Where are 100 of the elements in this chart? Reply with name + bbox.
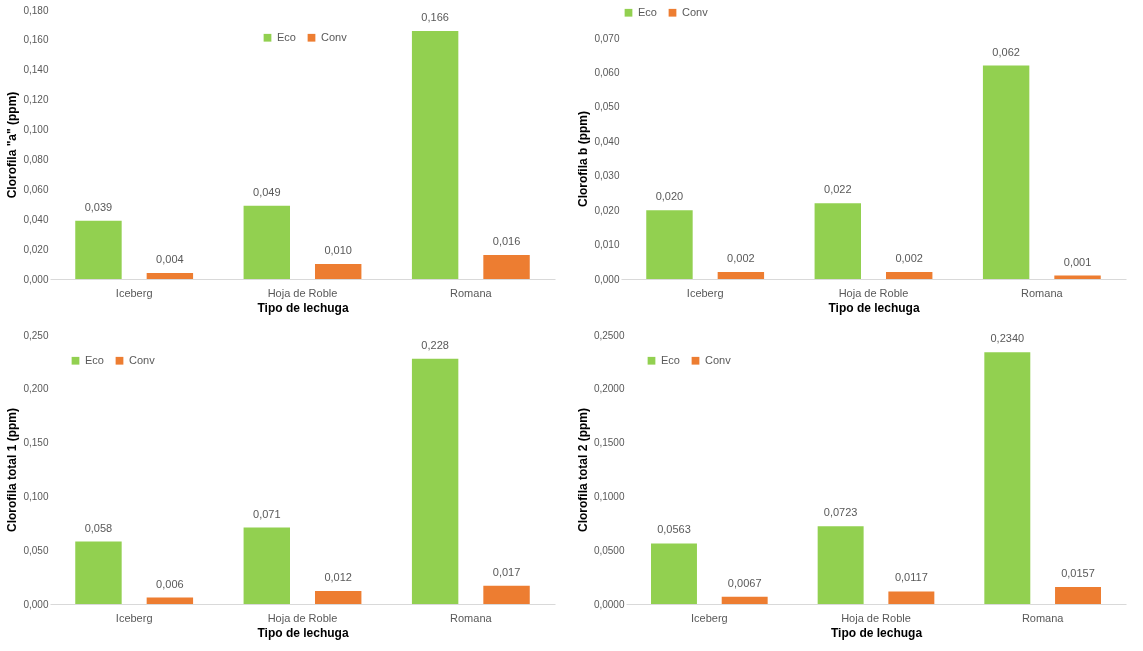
y-tick-label: 0,060 [594,66,620,78]
bar [646,210,693,279]
x-axis-title: Tipo de lechuga [257,300,349,315]
bar [886,272,933,279]
x-tick-label: Romana [450,611,493,624]
bar [888,591,935,604]
x-tick-label: Iceberg [115,611,153,624]
bar [75,220,122,279]
data-label: 0,020 [655,190,684,203]
y-tick-label: 0,040 [594,135,620,147]
y-tick-label: 0,000 [23,598,49,610]
legend-label: Eco [638,5,657,18]
bar [243,205,290,279]
y-tick-label: 0,150 [23,437,49,449]
data-label: 0,2340 [990,332,1025,345]
legend-label: Conv [129,353,156,366]
legend-label: Eco [661,353,680,366]
bar [651,543,697,604]
bar [483,255,530,279]
data-label: 0,001 [1063,255,1092,268]
data-label: 0,016 [492,235,521,248]
y-tick-label: 0,180 [23,4,49,16]
data-label: 0,022 [824,183,852,196]
x-axis-title: Tipo de lechuga [828,300,920,315]
data-label: 0,0067 [727,576,762,589]
y-tick-label: 0,200 [23,383,49,395]
data-label: 0,017 [492,565,521,578]
bar [315,591,362,604]
data-label: 0,002 [727,252,755,265]
y-tick-label: 0,000 [594,273,620,285]
y-tick-label: 0,0000 [593,598,625,610]
y-tick-label: 0,120 [23,94,49,106]
data-label: 0,0563 [657,523,691,536]
y-tick-label: 0,060 [23,183,49,195]
y-tick-label: 0,140 [23,64,49,76]
data-label: 0,004 [156,253,184,266]
x-tick-label: Romana [1021,611,1065,624]
bar [721,596,768,604]
y-tick-label: 0,1500 [593,437,625,449]
x-tick-label: Hoja de Roble [841,611,911,624]
data-label: 0,0157 [1061,567,1095,580]
y-tick-label: 0,2000 [593,383,625,395]
y-tick-label: 0,160 [23,34,49,46]
y-tick-label: 0,000 [23,273,49,285]
y-tick-label: 0,0500 [593,544,625,556]
y-tick-label: 0,050 [23,544,49,556]
y-tick-label: 0,080 [23,153,49,165]
y-tick-label: 0,100 [23,490,49,502]
bar [243,527,290,604]
data-label: 0,006 [156,577,184,590]
bar [817,526,864,604]
y-tick-label: 0,020 [594,204,620,216]
y-axis-title: Clorofila "a" (ppm) [5,91,20,199]
y-tick-label: 0,070 [594,32,620,44]
legend-label: Eco [85,353,104,366]
bar [483,585,530,604]
bar [315,264,362,279]
x-tick-label: Hoja de Roble [838,286,909,299]
y-tick-label: 0,100 [23,124,49,136]
x-axis-title: Tipo de lechuga [830,625,923,640]
y-tick-label: 0,020 [23,243,49,255]
data-label: 0,049 [253,185,281,198]
y-tick-label: 0,250 [23,329,49,341]
y-tick-label: 0,030 [594,170,620,182]
legend-label: Conv [705,353,732,366]
y-tick-label: 0,040 [23,213,49,225]
x-tick-label: Iceberg [690,611,728,624]
bar [411,30,459,279]
data-label: 0,062 [992,45,1020,58]
y-axis-title: Clorofila total 2 (ppm) [575,408,590,532]
x-tick-label: Iceberg [686,286,724,299]
bar [717,272,765,279]
x-tick-label: Hoja de Roble [267,286,338,299]
data-label: 0,012 [324,571,352,584]
x-tick-label: Iceberg [115,286,153,299]
bar [814,203,861,279]
data-label: 0,039 [84,200,113,213]
x-tick-label: Hoja de Roble [267,611,338,624]
legend-label: Eco [277,30,296,43]
legend-label: Conv [321,30,348,43]
bar [1055,587,1101,604]
data-label: 0,0723 [823,506,858,519]
y-axis-title: Clorofila b (ppm) [576,111,591,207]
data-label: 0,010 [324,244,352,257]
legend-label: Conv [682,5,709,18]
bar [75,541,122,604]
x-axis-title: Tipo de lechuga [257,625,349,640]
data-label: 0,002 [895,252,923,265]
data-label: 0,0117 [894,571,928,584]
y-tick-label: 0,1000 [593,490,625,502]
y-tick-label: 0,050 [594,101,620,113]
data-label: 0,228 [421,338,449,351]
y-tick-label: 0,010 [594,239,620,251]
data-label: 0,166 [421,10,449,23]
x-tick-label: Romana [1021,286,1064,299]
x-tick-label: Romana [450,286,493,299]
bar [982,65,1030,279]
data-label: 0,058 [84,521,113,534]
y-axis-title: Clorofila total 1 (ppm) [5,408,20,532]
bar [146,273,194,279]
